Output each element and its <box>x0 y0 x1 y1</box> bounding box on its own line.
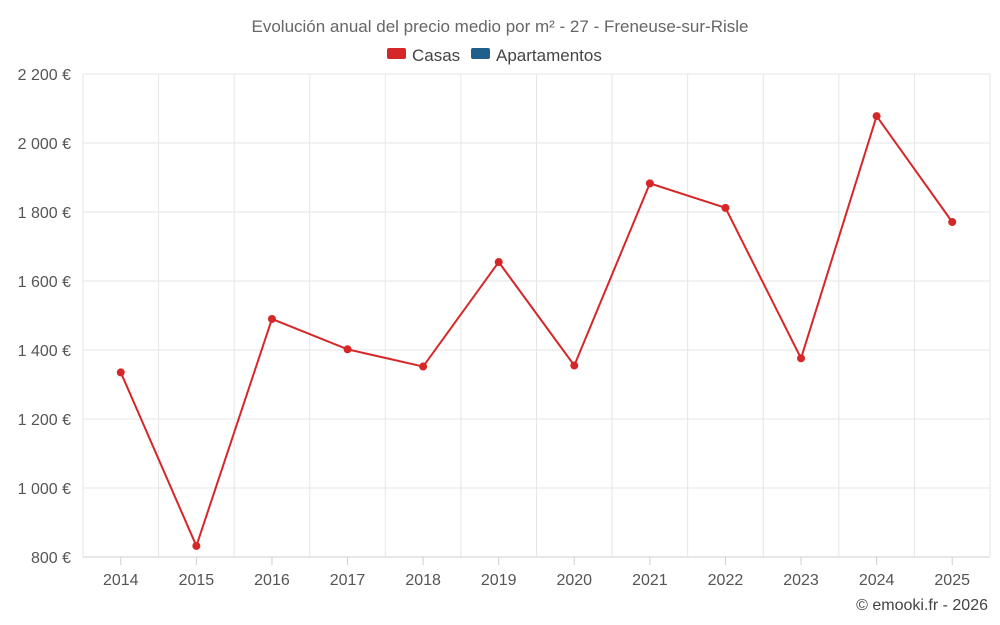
data-point[interactable] <box>419 362 428 371</box>
y-tick-label: 800 € <box>31 550 71 567</box>
x-tick-label: 2022 <box>708 572 744 589</box>
data-point[interactable] <box>948 218 957 227</box>
data-point[interactable] <box>872 112 881 121</box>
legend-swatch-casas <box>387 48 406 59</box>
legend-item-casas[interactable]: Casas <box>387 46 460 65</box>
x-tick-label: 2024 <box>859 572 895 589</box>
series-line-casas <box>119 113 954 549</box>
x-tick-label: 2019 <box>481 572 517 589</box>
data-point[interactable] <box>343 345 352 354</box>
x-tick-label: 2021 <box>632 572 668 589</box>
y-axis: 800 € 1 000 € 1 200 € 1 400 € 1 600 € 1 800 €… <box>18 67 71 567</box>
y-tick-label: 2 200 € <box>18 67 71 84</box>
data-point[interactable] <box>494 258 503 267</box>
x-tick-label: 2015 <box>179 572 215 589</box>
y-tick-label: 1 200 € <box>18 412 71 429</box>
data-point[interactable] <box>267 314 276 323</box>
x-tick-label: 2025 <box>934 572 970 589</box>
x-tick-label: 2018 <box>405 572 441 589</box>
y-tick-label: 1 600 € <box>18 274 71 291</box>
grid <box>82 73 991 558</box>
x-axis: 2014 2015 2016 2017 2018 2019 2020 2021 2022 2023… <box>103 557 970 589</box>
plot-area <box>116 112 957 550</box>
legend-item-apartamentos[interactable]: Apartamentos <box>471 46 602 65</box>
data-point[interactable] <box>721 203 730 212</box>
y-tick-label: 2 000 € <box>18 136 71 153</box>
x-tick-label: 2017 <box>330 572 366 589</box>
x-tick-label: 2014 <box>103 572 139 589</box>
x-tick-label: 2020 <box>556 572 592 589</box>
y-tick-label: 1 000 € <box>18 481 71 498</box>
data-point[interactable] <box>645 179 654 188</box>
data-point[interactable] <box>116 368 125 377</box>
data-point[interactable] <box>570 361 579 370</box>
credit-text: © emooki.fr - 2026 <box>856 597 988 614</box>
data-point[interactable] <box>797 354 806 363</box>
data-point[interactable] <box>192 541 201 550</box>
x-tick-label: 2023 <box>783 572 819 589</box>
legend-label-apartamentos: Apartamentos <box>496 46 602 65</box>
legend-swatch-apartamentos <box>471 48 490 59</box>
x-tick-label: 2016 <box>254 572 290 589</box>
legend-label-casas: Casas <box>412 46 460 65</box>
y-tick-label: 1 800 € <box>18 205 71 222</box>
y-tick-label: 1 400 € <box>18 343 71 360</box>
chart-title: Evolución anual del precio medio por m² … <box>252 17 749 36</box>
legend: Casas Apartamentos <box>387 46 602 65</box>
